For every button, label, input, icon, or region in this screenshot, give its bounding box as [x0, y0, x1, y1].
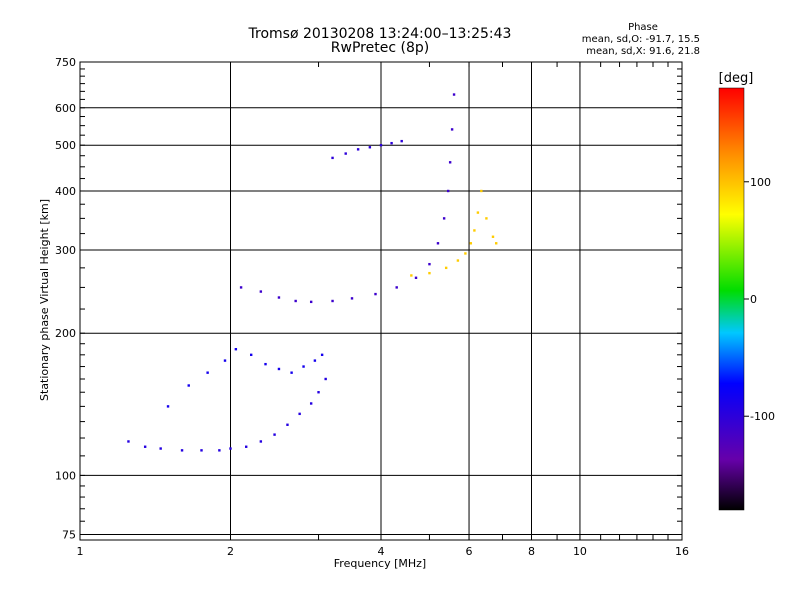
x-tick-label: 2	[227, 545, 234, 558]
y-tick-label: 600	[55, 102, 76, 115]
echo-point	[495, 242, 498, 245]
echo-point	[200, 449, 203, 452]
echo-point	[187, 384, 190, 387]
echo-point	[229, 447, 232, 450]
y-tick-label: 500	[55, 139, 76, 152]
echo-point	[331, 299, 334, 303]
x-axis-label: Frequency [MHz]	[334, 557, 426, 570]
echo-point	[277, 296, 281, 299]
echo-point	[245, 445, 248, 448]
echo-point	[476, 211, 480, 214]
y-tick-label: 300	[55, 244, 76, 257]
echo-point	[480, 189, 483, 193]
echo-point	[400, 139, 403, 143]
echo-point	[206, 371, 209, 374]
phase-box-line-x: mean, sd,X: 91.6, 21.8	[586, 46, 700, 57]
echo-point	[410, 274, 413, 277]
phase-box-line-o: mean, sd,O: -91.7, 15.5	[582, 34, 700, 45]
echo-point	[259, 440, 263, 443]
y-tick-label: 75	[62, 528, 76, 541]
echo-point	[452, 93, 456, 96]
echo-point	[320, 353, 324, 357]
x-tick-label: 6	[466, 545, 473, 558]
echo-point	[331, 156, 334, 160]
y-tick-label: 400	[55, 185, 76, 198]
echo-point	[317, 391, 320, 394]
echo-point	[264, 362, 267, 366]
echo-point	[473, 229, 476, 232]
echo-point	[166, 405, 170, 408]
echo-point	[450, 128, 454, 131]
echo-point	[356, 148, 360, 151]
y-axis-label: Stationary phase Virtual Height [km]	[38, 199, 51, 401]
echo-point	[442, 217, 446, 220]
colorbar-label: [deg]	[719, 71, 754, 86]
echo-point	[428, 262, 431, 266]
echo-point	[223, 359, 227, 362]
echo-point	[290, 371, 293, 374]
echo-point	[485, 217, 488, 220]
echo-point	[350, 297, 354, 300]
echo-point	[259, 290, 263, 293]
echo-point	[414, 276, 418, 279]
echo-point	[309, 300, 313, 304]
echo-point	[456, 259, 460, 262]
colorbar-tick-label: 0	[750, 293, 757, 306]
x-tick-label: 10	[573, 545, 587, 558]
echo-point	[273, 433, 276, 436]
colorbar-tick-label: -100	[750, 410, 775, 423]
echo-point	[436, 242, 440, 245]
echo-point	[313, 359, 317, 362]
echo-point	[491, 235, 495, 238]
colorbar	[718, 87, 745, 511]
echo-points	[127, 93, 498, 452]
echo-point	[390, 141, 393, 145]
colorbar-ticks: 100 0 -100	[744, 176, 775, 423]
echo-point	[448, 161, 452, 164]
phase-box-title: Phase	[628, 22, 658, 33]
echo-point	[298, 412, 301, 416]
echo-point	[239, 286, 243, 289]
echo-point	[374, 292, 377, 296]
echo-point	[159, 447, 162, 450]
echo-point	[277, 367, 281, 371]
echo-point	[180, 449, 184, 452]
echo-point	[127, 440, 130, 443]
echo-point	[143, 445, 147, 448]
colorbar-tick-label: 100	[750, 176, 771, 189]
chart-subtitle: RwPretec (8p)	[331, 40, 429, 56]
y-tick-label: 750	[55, 56, 76, 69]
x-tick-label: 4	[378, 545, 385, 558]
echo-point	[249, 353, 253, 357]
echo-point	[428, 271, 431, 275]
echo-point	[368, 146, 372, 149]
echo-point	[234, 347, 238, 351]
echo-point	[344, 152, 347, 155]
echo-point	[309, 402, 313, 405]
chart-title: Tromsø 20130208 13:24:00–13:25:43	[248, 26, 512, 42]
echo-point	[324, 377, 327, 381]
grid-lines	[80, 62, 682, 540]
echo-point	[218, 449, 221, 452]
echo-point	[302, 365, 305, 368]
echo-point	[286, 423, 289, 426]
echo-point	[444, 266, 448, 270]
x-tick-label: 1	[77, 545, 84, 558]
x-tick-label: 16	[675, 545, 689, 558]
echo-point	[446, 189, 450, 193]
y-tick-label: 100	[55, 469, 76, 482]
x-tick-label: 8	[528, 545, 535, 558]
echo-point	[379, 143, 383, 147]
y-tick-label: 200	[55, 327, 76, 340]
echo-point	[469, 242, 473, 245]
echo-point	[464, 252, 467, 255]
echo-point	[395, 286, 398, 289]
echo-point	[294, 299, 297, 303]
axis-ticks: 1 2 4 6 8 10 16 75 100 200 300 400 500 600 750	[55, 56, 689, 558]
